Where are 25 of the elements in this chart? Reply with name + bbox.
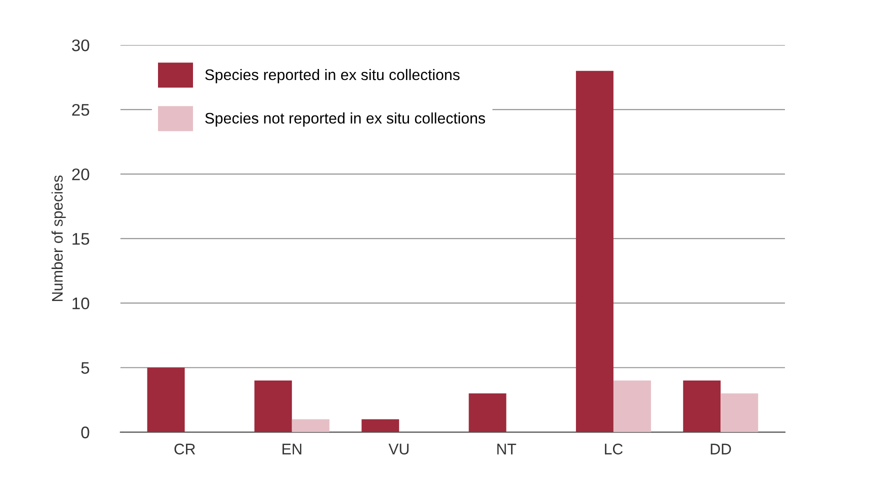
y-tick-label: 25 — [72, 104, 90, 116]
x-tick-label: NT — [497, 444, 516, 454]
x-tick-label: VU — [388, 444, 409, 454]
bar — [147, 368, 185, 432]
x-tick-label: LC — [604, 444, 623, 454]
y-axis-title: Number of species — [52, 175, 66, 302]
bar — [613, 380, 651, 432]
y-tick-label: 10 — [72, 298, 90, 310]
y-tick-label: 0 — [81, 426, 90, 438]
y-tick-label: 5 — [81, 362, 90, 374]
x-tick-label: CR — [174, 444, 196, 454]
legend-label: Species not reported in ex situ collections — [205, 112, 486, 127]
bar — [468, 393, 506, 432]
bar — [720, 393, 758, 432]
x-tick-label: DD — [710, 444, 731, 454]
y-tick-label: 15 — [72, 233, 90, 245]
x-tick-label: EN — [282, 444, 302, 454]
y-tick-label: 20 — [72, 168, 90, 180]
bar — [254, 380, 292, 432]
bar — [362, 419, 400, 432]
bar — [292, 419, 330, 432]
legend-label: Species reported in ex situ collections — [205, 68, 460, 84]
bar — [683, 380, 721, 432]
y-tick-label: 30 — [72, 39, 90, 52]
bar — [576, 70, 614, 432]
